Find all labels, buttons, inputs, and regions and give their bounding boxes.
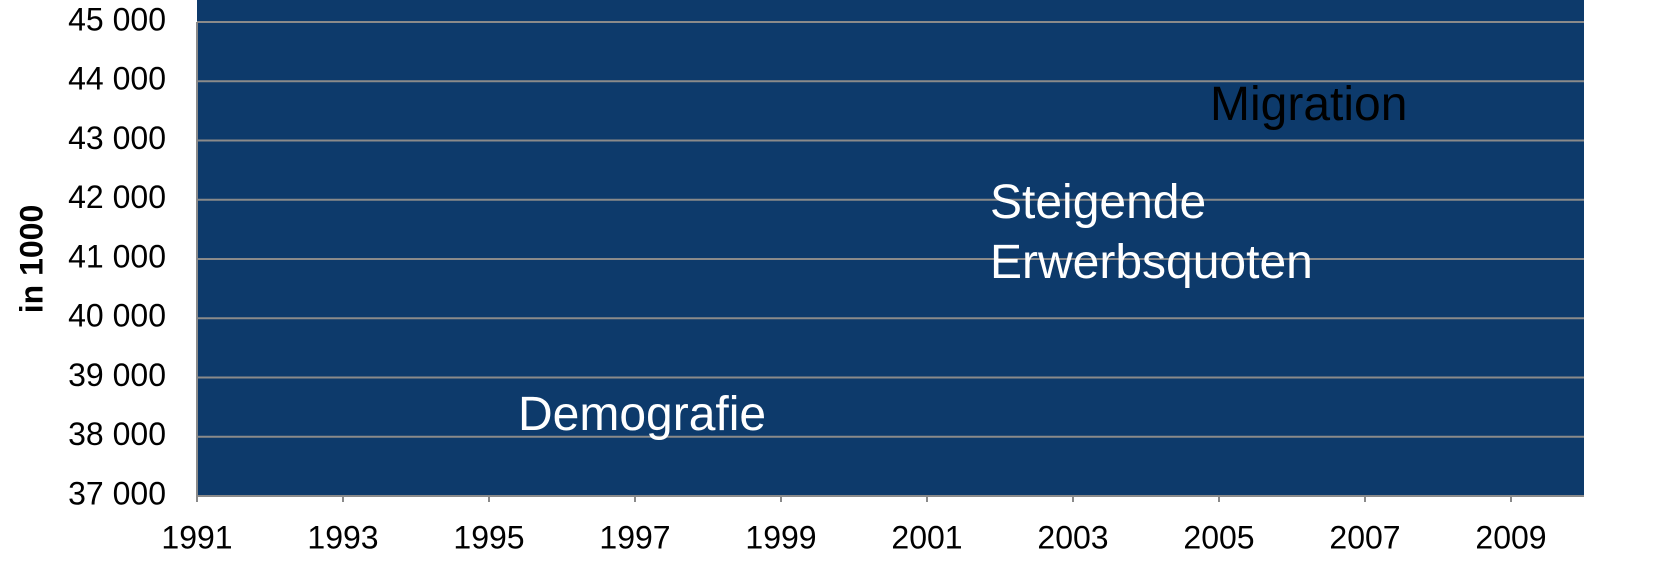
x-tick-label: 1991 [161,519,232,555]
y-tick-label: 42 000 [68,179,166,215]
y-tick-label: 44 000 [68,61,166,97]
x-tick-label: 2009 [1475,519,1546,555]
y-tick-label: 37 000 [68,475,166,511]
x-tick-label: 2005 [1183,519,1254,555]
x-tick-label: 1997 [599,519,670,555]
area-label: Migration [1210,78,1408,131]
y-tick-label: 40 000 [68,298,166,334]
area [197,0,1584,496]
x-tick-label: 2007 [1329,519,1400,555]
area-label: Demografie [518,388,767,441]
y-axis-label: in 1000 [13,205,49,314]
x-tick-label: 1993 [307,519,378,555]
x-tick-label: 2001 [891,519,962,555]
y-tick-label: 38 000 [68,416,166,452]
area-label: Steigende Erwerbsquoten [990,176,1313,289]
x-tick-label: 1999 [745,519,816,555]
x-tick-label: 1995 [453,519,524,555]
y-tick-label: 41 000 [68,238,166,274]
y-tick-label: 43 000 [68,120,166,156]
y-tick-label: 45 000 [68,1,166,37]
x-tick-label: 2003 [1037,519,1108,555]
y-tick-label: 39 000 [68,357,166,393]
